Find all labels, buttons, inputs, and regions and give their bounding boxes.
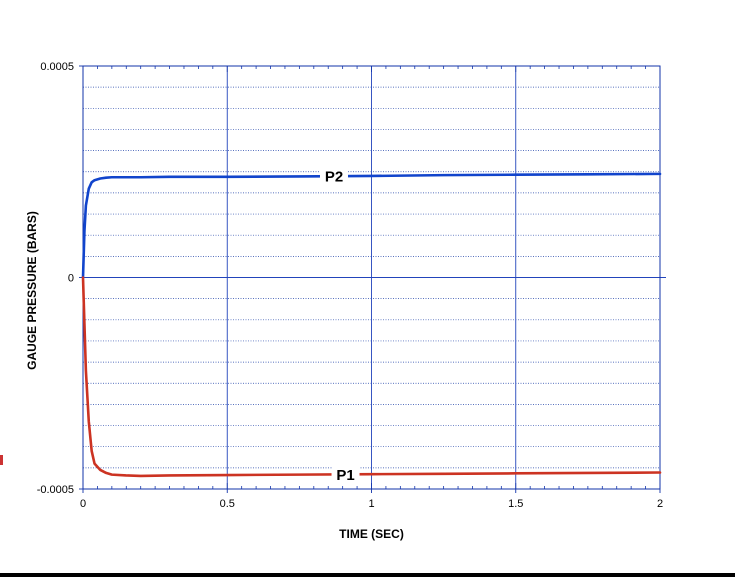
axis-ticks bbox=[79, 65, 661, 493]
x-tick-label: 2 bbox=[657, 498, 663, 510]
annotation-layer: P2 P1 bbox=[319, 167, 360, 484]
left-edge-mark bbox=[0, 455, 3, 465]
y-tick-label: -0.0005 bbox=[37, 484, 74, 496]
x-tick-label: 1.5 bbox=[508, 498, 523, 510]
x-tick-label: 1 bbox=[368, 498, 374, 510]
series-line-p2 bbox=[81, 172, 662, 279]
series-line-p1 bbox=[81, 276, 662, 478]
y-axis-title: GAUGE PRESSURE (BARS) bbox=[25, 211, 39, 370]
tick-labels: -0.0005 0 0.0005 0 0.5 1 1.5 2 bbox=[37, 61, 663, 510]
series-label-bg bbox=[319, 167, 348, 186]
major-gridlines bbox=[83, 66, 666, 489]
series-label-p1: P1 bbox=[336, 467, 354, 484]
bottom-border-bar bbox=[0, 573, 735, 577]
series-label-bg bbox=[331, 465, 360, 484]
y-tick-label: 0.0005 bbox=[40, 61, 74, 73]
x-tick-label: 0.5 bbox=[220, 498, 235, 510]
y-tick-label: 0 bbox=[68, 273, 74, 285]
x-tick-label: 0 bbox=[80, 498, 86, 510]
series-label-p2: P2 bbox=[325, 169, 343, 186]
series-layer bbox=[81, 172, 662, 478]
x-axis-title: TIME (SEC) bbox=[339, 527, 404, 541]
